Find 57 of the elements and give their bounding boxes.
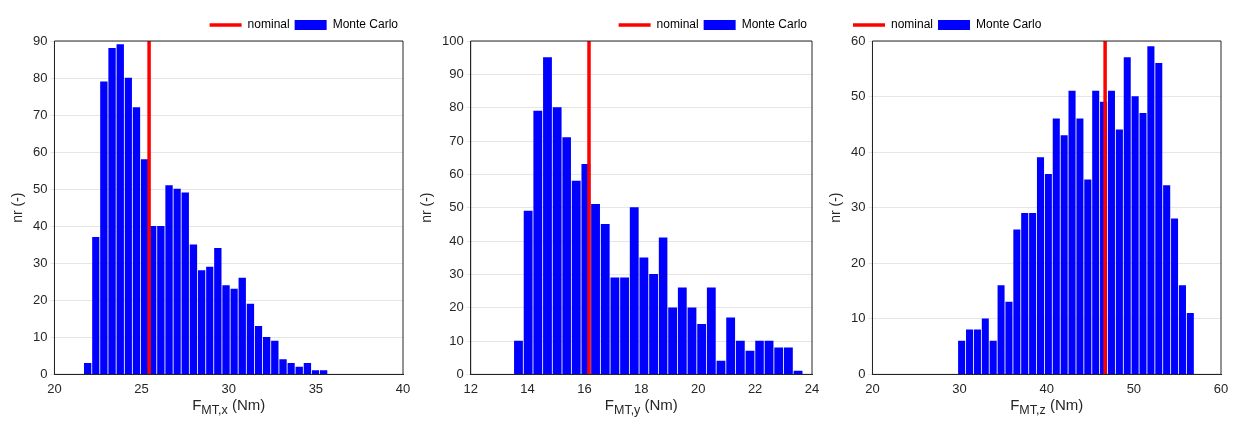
y-tick-label: 0 bbox=[456, 365, 464, 381]
x-tick-label: 20 bbox=[691, 380, 706, 396]
legend-label: nominal bbox=[247, 17, 290, 32]
legend-label: Monte Carlo bbox=[332, 17, 399, 32]
x-tick-label: 20 bbox=[865, 380, 880, 396]
y-tick-label: 60 bbox=[32, 143, 48, 159]
x-tick-label: 30 bbox=[952, 380, 967, 396]
y-tick-label: 60 bbox=[850, 32, 866, 48]
x-tick-label: 18 bbox=[634, 380, 649, 396]
y-tick-label: 90 bbox=[32, 32, 48, 48]
y-tick-label: 0 bbox=[858, 365, 866, 381]
y-tick-label: 40 bbox=[850, 143, 866, 159]
y-tick-label: 80 bbox=[449, 99, 464, 115]
legend-label: Monte Carlo bbox=[976, 17, 1042, 32]
y-tick-label: 20 bbox=[32, 291, 48, 307]
y-axis-title: nr (-) bbox=[418, 192, 434, 223]
x-tick-label: 16 bbox=[577, 380, 592, 396]
x-tick-label: 30 bbox=[221, 380, 236, 396]
y-tick-label: 60 bbox=[449, 165, 464, 181]
y-tick-label: 20 bbox=[449, 299, 464, 315]
y-tick-label: 30 bbox=[32, 254, 48, 270]
y-tick-label: 10 bbox=[449, 332, 464, 348]
y-tick-label: 80 bbox=[32, 69, 48, 85]
x-tick-label: 60 bbox=[1213, 380, 1229, 396]
y-tick-label: 0 bbox=[40, 365, 48, 381]
x-tick-label: 14 bbox=[520, 380, 535, 396]
y-tick-label: 50 bbox=[32, 180, 48, 196]
x-axis-title: F$_{M}$$_{T,y}$ (Nm) bbox=[603, 396, 679, 418]
y-axis-title: nr (-) bbox=[827, 192, 843, 223]
y-tick-label: 10 bbox=[850, 310, 866, 326]
x-tick-label: 24 bbox=[804, 380, 820, 396]
y-tick-label: 10 bbox=[32, 328, 48, 344]
x-tick-label: 40 bbox=[1039, 380, 1054, 396]
x-tick-label: 22 bbox=[747, 380, 763, 396]
x-tick-label: 25 bbox=[134, 380, 149, 396]
y-tick-label: 20 bbox=[850, 254, 866, 270]
y-tick-label: 70 bbox=[32, 106, 48, 122]
legend-label: nominal bbox=[891, 17, 934, 32]
y-tick-label: 50 bbox=[850, 88, 866, 104]
x-tick-label: 35 bbox=[308, 380, 324, 396]
y-tick-label: 100 bbox=[441, 32, 464, 48]
x-tick-label: 12 bbox=[463, 380, 478, 396]
y-tick-label: 90 bbox=[449, 65, 464, 81]
y-tick-label: 40 bbox=[32, 217, 48, 233]
y-tick-label: 30 bbox=[449, 265, 464, 281]
y-axis-title: nr (-) bbox=[9, 192, 25, 223]
x-tick-label: 40 bbox=[395, 380, 411, 396]
y-tick-label: 50 bbox=[449, 199, 464, 215]
x-tick-label: 50 bbox=[1126, 380, 1142, 396]
legend-label: Monte Carlo bbox=[741, 17, 808, 32]
y-tick-label: 70 bbox=[449, 132, 464, 148]
x-tick-label: 20 bbox=[47, 380, 62, 396]
x-axis-title: F$_{M}$$_{T,z}$ (Nm) bbox=[1009, 396, 1085, 418]
legend-label: nominal bbox=[656, 17, 699, 32]
y-tick-label: 30 bbox=[850, 199, 866, 215]
y-tick-label: 40 bbox=[449, 232, 464, 248]
x-axis-title: F$_{M}$$_{T,x}$ (Nm) bbox=[191, 396, 267, 418]
